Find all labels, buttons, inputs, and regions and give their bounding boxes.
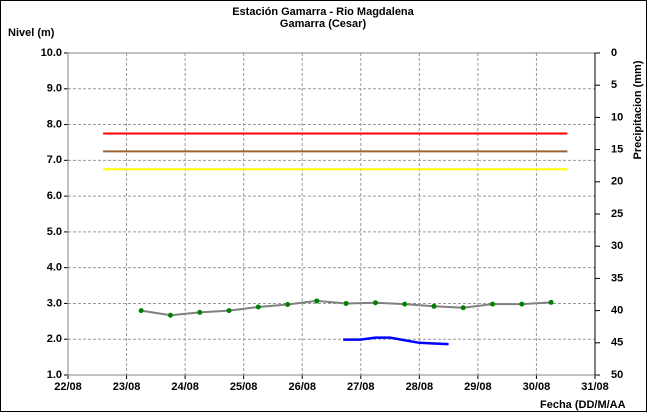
y2-tick-label: 15 [611, 144, 623, 156]
series-marker [431, 303, 437, 309]
y-tick-label: 4.0 [47, 262, 62, 274]
y2-tick-label: 30 [611, 240, 623, 252]
y2-tick-label: 5 [611, 79, 617, 91]
series-line [343, 336, 449, 346]
y2-tick-label: 35 [611, 272, 623, 284]
y2-tick-label: 25 [611, 208, 623, 220]
series-marker [314, 298, 320, 304]
y2-tick-label: 0 [611, 47, 617, 59]
x-tick-label: 24/08 [171, 381, 199, 393]
x-tick-label: 29/08 [464, 381, 492, 393]
y-tick-label: 5.0 [47, 226, 62, 238]
y2-tick-label: 40 [611, 305, 623, 317]
x-tick-label: 25/08 [230, 381, 258, 393]
plot-area [68, 53, 595, 375]
y-tick-label: 10.0 [41, 47, 62, 59]
x-tick-label: 22/08 [54, 381, 82, 393]
x-tick-label: 28/08 [406, 381, 434, 393]
y-tick-label: 2.0 [47, 333, 62, 345]
y-tick-label: 7.0 [47, 154, 62, 166]
chart-title: Estación Gamarra - Rio Magdalena [232, 6, 414, 18]
series-marker [519, 301, 525, 307]
series-marker [285, 302, 291, 308]
series-marker [460, 305, 466, 311]
x-tick-label: 30/08 [523, 381, 551, 393]
y-tick-label: 1.0 [47, 369, 62, 381]
series-marker [402, 301, 408, 307]
x-axis-label: Fecha (DD/M/AA [540, 399, 626, 411]
series-marker [548, 299, 554, 305]
y2-tick-label: 45 [611, 337, 623, 349]
x-tick-label: 26/08 [288, 381, 316, 393]
series-marker [226, 308, 232, 314]
x-tick-label: 23/08 [113, 381, 141, 393]
series-marker [490, 301, 496, 307]
series-marker [372, 300, 378, 306]
series-marker [197, 309, 203, 315]
series-marker [343, 300, 349, 306]
x-tick-label: 27/08 [347, 381, 375, 393]
y-axis-label: Nivel (m) [8, 27, 55, 39]
series-marker [138, 308, 144, 314]
x-tick-label: 31/08 [581, 381, 609, 393]
y2-tick-label: 20 [611, 176, 623, 188]
y-tick-label: 3.0 [47, 297, 62, 309]
series-marker [255, 304, 261, 310]
series-marker [167, 312, 173, 318]
chart-subtitle: Gamarra (Cesar) [280, 18, 367, 30]
y-tick-label: 9.0 [47, 83, 62, 95]
y2-axis-label: Precipitacion (mm) [632, 60, 644, 159]
y-tick-label: 6.0 [47, 190, 62, 202]
y-tick-label: 8.0 [47, 118, 62, 130]
y2-tick-label: 50 [611, 369, 623, 381]
y2-tick-label: 10 [611, 111, 623, 123]
